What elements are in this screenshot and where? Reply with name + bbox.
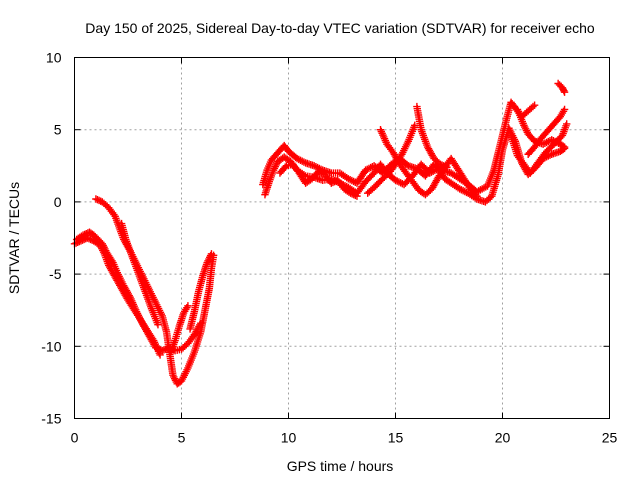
- data-point: [530, 101, 539, 109]
- data-point: [184, 302, 192, 310]
- data-point: [563, 120, 571, 128]
- data-point: [156, 351, 164, 359]
- y-tick-label: -10: [41, 338, 61, 354]
- data-point: [443, 163, 451, 171]
- data-point: [473, 192, 481, 200]
- x-axis-label: GPS time / hours: [287, 458, 394, 474]
- data-point: [154, 320, 162, 329]
- chart-title: Day 150 of 2025, Sidereal Day-to-day VTE…: [85, 20, 595, 36]
- y-tick-label: 5: [54, 122, 62, 138]
- data-point: [560, 88, 569, 96]
- y-tick-label: -15: [41, 411, 61, 427]
- plot-frame: [74, 57, 610, 419]
- x-tick-label: 25: [602, 430, 618, 446]
- y-axis-label: SDTVAR / TECUs: [6, 182, 22, 294]
- data-point: [207, 250, 216, 258]
- x-tick-label: 0: [71, 430, 79, 446]
- x-tick-label: 15: [388, 430, 404, 446]
- y-tick-label: -5: [49, 266, 62, 282]
- y-tick-label: 10: [46, 50, 62, 66]
- data-point: [363, 189, 372, 197]
- axis-ticks: 0 5 10 15 20 25 -15 -10 -5 0 5 10: [41, 50, 617, 446]
- x-tick-label: 10: [281, 430, 297, 446]
- y-tick-label: 0: [54, 194, 62, 210]
- data-point: [353, 192, 361, 200]
- x-tick-label: 20: [495, 430, 511, 446]
- x-tick-label: 5: [178, 430, 186, 446]
- data-markers: [70, 79, 571, 388]
- data-point: [560, 143, 569, 151]
- data-point: [560, 105, 569, 114]
- grid-lines: [74, 57, 610, 419]
